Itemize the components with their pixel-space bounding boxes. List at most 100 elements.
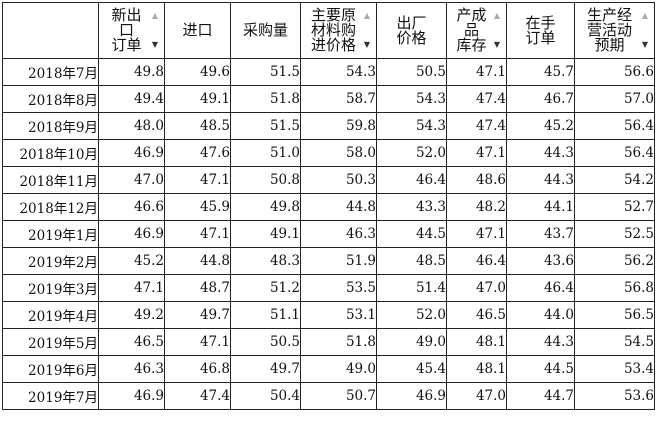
value-cell[interactable]: 56.6	[574, 58, 655, 86]
value-cell[interactable]: 46.5	[98, 328, 165, 356]
value-cell[interactable]: 51.0	[230, 139, 301, 167]
value-cell[interactable]: 50.7	[300, 382, 377, 410]
value-cell[interactable]: 46.9	[98, 382, 165, 410]
value-cell[interactable]: 50.8	[230, 166, 301, 194]
value-cell[interactable]: 47.4	[164, 382, 231, 410]
value-cell[interactable]: 46.7	[506, 85, 575, 113]
month-cell[interactable]: 2019年4月	[2, 301, 99, 329]
value-cell[interactable]: 51.9	[300, 247, 377, 275]
value-cell[interactable]: 44.3	[506, 139, 575, 167]
value-cell[interactable]: 49.6	[164, 58, 231, 86]
value-cell[interactable]: 54.3	[376, 112, 447, 140]
value-cell[interactable]: 44.3	[506, 328, 575, 356]
value-cell[interactable]: 48.5	[376, 247, 447, 275]
value-cell[interactable]: 51.5	[230, 112, 301, 140]
value-cell[interactable]: 47.0	[98, 166, 165, 194]
value-cell[interactable]: 47.0	[446, 274, 507, 302]
value-cell[interactable]: 44.8	[164, 247, 231, 275]
value-cell[interactable]: 46.9	[98, 139, 165, 167]
value-cell[interactable]: 46.4	[376, 166, 447, 194]
value-cell[interactable]: 47.1	[164, 328, 231, 356]
value-cell[interactable]: 47.4	[446, 112, 507, 140]
month-cell[interactable]: 2019年7月	[2, 382, 99, 410]
value-cell[interactable]: 44.3	[506, 166, 575, 194]
month-cell[interactable]: 2018年8月	[2, 85, 99, 113]
value-cell[interactable]: 45.4	[376, 355, 447, 383]
month-cell[interactable]: 2019年6月	[2, 355, 99, 383]
value-cell[interactable]: 47.1	[164, 220, 231, 248]
value-cell[interactable]: 44.1	[506, 193, 575, 221]
value-cell[interactable]: 49.8	[230, 193, 301, 221]
value-cell[interactable]: 56.2	[574, 247, 655, 275]
value-cell[interactable]: 46.8	[164, 355, 231, 383]
month-cell[interactable]: 2018年12月	[2, 193, 99, 221]
value-cell[interactable]: 47.1	[446, 58, 507, 86]
value-cell[interactable]: 51.8	[230, 85, 301, 113]
sort-up-icon[interactable]: ▲	[641, 11, 648, 20]
value-cell[interactable]: 44.7	[506, 382, 575, 410]
value-cell[interactable]: 48.7	[164, 274, 231, 302]
value-cell[interactable]: 51.4	[376, 274, 447, 302]
value-cell[interactable]: 45.2	[98, 247, 165, 275]
month-cell[interactable]: 2018年7月	[2, 58, 99, 86]
value-cell[interactable]: 47.1	[446, 220, 507, 248]
value-cell[interactable]: 47.1	[164, 166, 231, 194]
value-cell[interactable]: 49.7	[164, 301, 231, 329]
filter-dropdown-icon[interactable]: ▼	[363, 40, 370, 49]
value-cell[interactable]: 50.5	[230, 328, 301, 356]
value-cell[interactable]: 59.8	[300, 112, 377, 140]
sort-up-icon[interactable]: ▲	[363, 11, 370, 20]
value-cell[interactable]: 45.7	[506, 58, 575, 86]
value-cell[interactable]: 43.6	[506, 247, 575, 275]
value-cell[interactable]: 49.7	[230, 355, 301, 383]
value-cell[interactable]: 50.3	[300, 166, 377, 194]
value-cell[interactable]: 54.2	[574, 166, 655, 194]
value-cell[interactable]: 43.7	[506, 220, 575, 248]
value-cell[interactable]: 46.9	[376, 382, 447, 410]
value-cell[interactable]: 52.0	[376, 139, 447, 167]
value-cell[interactable]: 49.1	[164, 85, 231, 113]
value-cell[interactable]: 46.4	[506, 274, 575, 302]
value-cell[interactable]: 48.2	[446, 193, 507, 221]
value-cell[interactable]: 54.3	[376, 85, 447, 113]
value-cell[interactable]: 49.1	[230, 220, 301, 248]
value-cell[interactable]: 47.0	[446, 382, 507, 410]
value-cell[interactable]: 51.8	[300, 328, 377, 356]
value-cell[interactable]: 54.5	[574, 328, 655, 356]
value-cell[interactable]: 46.9	[98, 220, 165, 248]
value-cell[interactable]: 48.5	[164, 112, 231, 140]
value-cell[interactable]: 48.1	[446, 355, 507, 383]
value-cell[interactable]: 46.6	[98, 193, 165, 221]
month-cell[interactable]: 2019年1月	[2, 220, 99, 248]
value-cell[interactable]: 46.3	[300, 220, 377, 248]
value-cell[interactable]: 45.2	[506, 112, 575, 140]
value-cell[interactable]: 49.4	[98, 85, 165, 113]
value-cell[interactable]: 50.4	[230, 382, 301, 410]
month-cell[interactable]: 2019年3月	[2, 274, 99, 302]
value-cell[interactable]: 52.5	[574, 220, 655, 248]
value-cell[interactable]: 52.7	[574, 193, 655, 221]
value-cell[interactable]: 49.8	[98, 58, 165, 86]
value-cell[interactable]: 56.5	[574, 301, 655, 329]
value-cell[interactable]: 58.7	[300, 85, 377, 113]
filter-dropdown-icon[interactable]: ▼	[493, 40, 500, 49]
value-cell[interactable]: 53.1	[300, 301, 377, 329]
value-cell[interactable]: 56.4	[574, 112, 655, 140]
month-cell[interactable]: 2019年2月	[2, 247, 99, 275]
value-cell[interactable]: 53.5	[300, 274, 377, 302]
value-cell[interactable]: 49.0	[300, 355, 377, 383]
value-cell[interactable]: 48.0	[98, 112, 165, 140]
value-cell[interactable]: 48.6	[446, 166, 507, 194]
value-cell[interactable]: 44.5	[506, 355, 575, 383]
value-cell[interactable]: 47.6	[164, 139, 231, 167]
header-raw-material-price[interactable]: 主要原 材料购 进价格 ▲ ▼	[300, 2, 377, 59]
value-cell[interactable]: 56.4	[574, 139, 655, 167]
month-cell[interactable]: 2019年5月	[2, 328, 99, 356]
value-cell[interactable]: 49.2	[98, 301, 165, 329]
month-cell[interactable]: 2018年11月	[2, 166, 99, 194]
value-cell[interactable]: 43.3	[376, 193, 447, 221]
value-cell[interactable]: 51.1	[230, 301, 301, 329]
header-business-expectation[interactable]: 生产经 营活动 预期 ▲ ▼	[574, 2, 655, 59]
filter-dropdown-icon[interactable]: ▼	[641, 40, 648, 49]
value-cell[interactable]: 47.1	[98, 274, 165, 302]
